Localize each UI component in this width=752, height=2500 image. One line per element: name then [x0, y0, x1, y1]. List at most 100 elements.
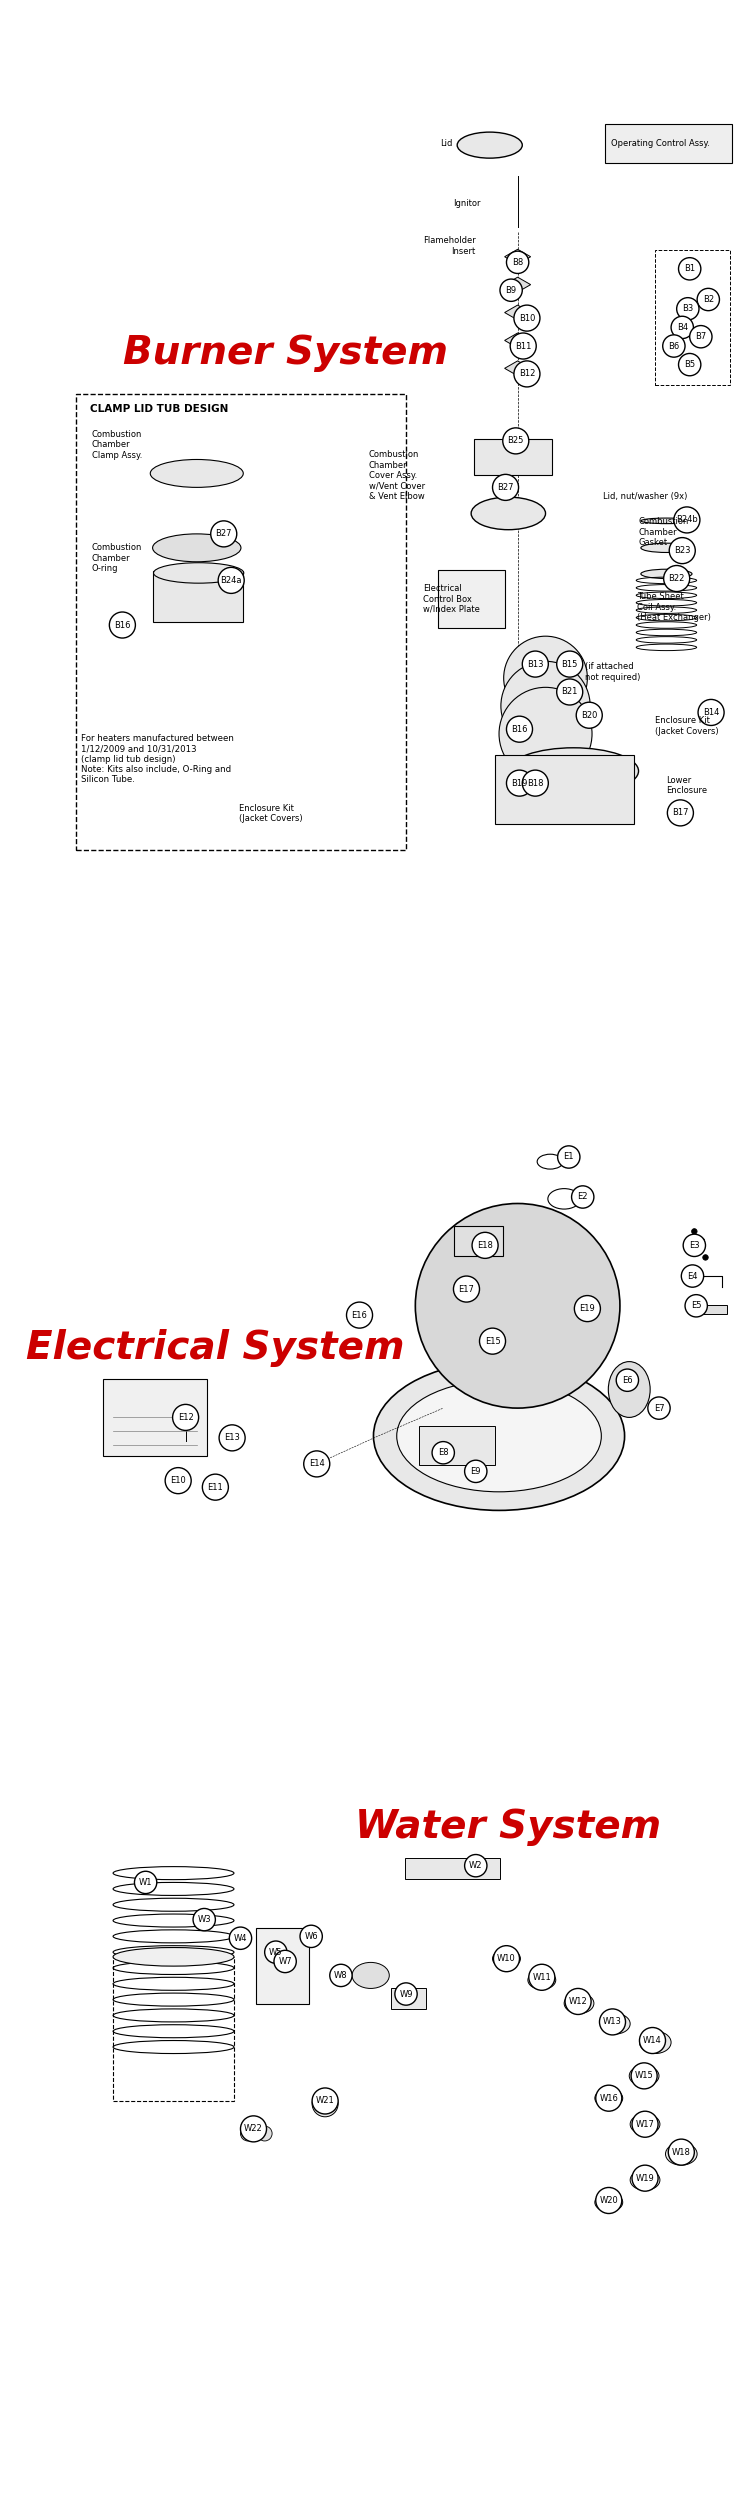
Text: W9: W9: [399, 1990, 413, 1998]
Circle shape: [616, 1370, 638, 1392]
Circle shape: [493, 1945, 520, 1972]
Text: B7: B7: [695, 332, 706, 340]
Circle shape: [465, 1855, 487, 1878]
Circle shape: [681, 1265, 704, 1288]
Text: W14: W14: [643, 2035, 662, 2045]
Ellipse shape: [548, 1188, 581, 1210]
Circle shape: [558, 1145, 580, 1168]
Circle shape: [699, 1238, 705, 1242]
Text: W5: W5: [269, 1948, 283, 1958]
Circle shape: [300, 1925, 323, 1948]
Text: B24a: B24a: [220, 575, 242, 585]
Circle shape: [702, 1255, 708, 1260]
Ellipse shape: [595, 2192, 623, 2212]
Ellipse shape: [113, 1948, 234, 1965]
Polygon shape: [505, 332, 531, 348]
Circle shape: [576, 703, 602, 728]
Text: B27: B27: [216, 530, 232, 538]
Ellipse shape: [641, 570, 692, 578]
Text: Operating Control Assy.: Operating Control Assy.: [611, 138, 709, 148]
Polygon shape: [505, 250, 531, 265]
Circle shape: [690, 325, 712, 348]
Text: CLAMP LID TUB DESIGN: CLAMP LID TUB DESIGN: [89, 402, 228, 412]
Circle shape: [165, 1468, 191, 1492]
Circle shape: [510, 332, 536, 360]
Text: E13: E13: [224, 1432, 240, 1442]
FancyBboxPatch shape: [454, 1225, 503, 1255]
Text: Tube Sheet
Coil Assy.
(Heat Exchanger): Tube Sheet Coil Assy. (Heat Exchanger): [637, 592, 711, 622]
Text: W13: W13: [603, 2018, 622, 2028]
Ellipse shape: [153, 535, 241, 562]
FancyBboxPatch shape: [419, 1425, 496, 1465]
Text: W3: W3: [198, 1915, 211, 1925]
Text: Ignitor: Ignitor: [453, 200, 481, 208]
Text: B16: B16: [114, 620, 131, 630]
Circle shape: [556, 680, 583, 705]
Text: W1: W1: [139, 1878, 153, 1888]
Text: W4: W4: [234, 1932, 247, 1942]
Circle shape: [529, 1965, 555, 1990]
Ellipse shape: [472, 498, 545, 530]
Text: E17: E17: [459, 1285, 475, 1292]
Text: B21: B21: [562, 688, 578, 698]
Text: E18: E18: [478, 1240, 493, 1250]
FancyBboxPatch shape: [391, 1988, 426, 2010]
Circle shape: [596, 2085, 622, 2110]
Text: E11: E11: [208, 1482, 223, 1492]
Text: W10: W10: [497, 1955, 516, 1962]
Text: Combustion
Chamber
O-ring: Combustion Chamber O-ring: [92, 542, 142, 572]
Text: B18: B18: [527, 778, 544, 788]
FancyBboxPatch shape: [405, 1858, 500, 1878]
Text: B15: B15: [562, 660, 578, 668]
Ellipse shape: [666, 2142, 697, 2165]
Ellipse shape: [639, 2030, 671, 2052]
Ellipse shape: [564, 1992, 594, 2012]
Ellipse shape: [374, 1362, 625, 1510]
Text: B19: B19: [511, 778, 528, 788]
Text: E9: E9: [471, 1468, 481, 1475]
Circle shape: [674, 508, 700, 532]
Circle shape: [472, 1232, 498, 1258]
Text: B22: B22: [669, 575, 685, 582]
Text: E4: E4: [687, 1272, 698, 1280]
Circle shape: [632, 2165, 658, 2190]
Circle shape: [663, 335, 685, 357]
FancyBboxPatch shape: [153, 570, 244, 622]
Text: E3: E3: [689, 1240, 699, 1250]
Circle shape: [202, 1475, 229, 1500]
Circle shape: [639, 2028, 666, 2052]
Ellipse shape: [150, 460, 244, 488]
Text: B17: B17: [672, 808, 689, 818]
Circle shape: [596, 2188, 622, 2212]
Text: Flameholder
Insert: Flameholder Insert: [423, 238, 476, 255]
Circle shape: [453, 1275, 480, 1302]
Circle shape: [465, 1460, 487, 1482]
Circle shape: [523, 650, 548, 678]
Text: Combustion
Chamber
Clamp Assy.: Combustion Chamber Clamp Assy.: [92, 430, 142, 460]
Text: W8: W8: [334, 1970, 347, 1980]
Circle shape: [572, 1185, 594, 1208]
Text: W11: W11: [532, 1972, 551, 1982]
Text: B6: B6: [669, 342, 680, 350]
Text: W15: W15: [635, 2072, 653, 2080]
Circle shape: [219, 1425, 245, 1450]
Circle shape: [698, 700, 724, 725]
Circle shape: [671, 318, 693, 338]
Circle shape: [173, 1405, 199, 1430]
Text: E6: E6: [622, 1375, 632, 1385]
Text: Combustion
Chamber
Gasket: Combustion Chamber Gasket: [638, 518, 689, 548]
Ellipse shape: [457, 132, 523, 158]
Ellipse shape: [493, 1950, 520, 1968]
Circle shape: [669, 2140, 694, 2165]
Text: Water System: Water System: [355, 1808, 662, 1845]
Ellipse shape: [352, 1962, 390, 1988]
Circle shape: [193, 1908, 215, 1930]
Text: For heaters manufactured between
1/12/2009 and 10/31/2013
(clamp lid tub design): For heaters manufactured between 1/12/20…: [80, 735, 233, 785]
FancyBboxPatch shape: [438, 570, 505, 628]
Circle shape: [507, 250, 529, 272]
Circle shape: [312, 2090, 338, 2118]
Circle shape: [135, 1872, 156, 1892]
Circle shape: [696, 1248, 701, 1252]
Text: E10: E10: [170, 1475, 186, 1485]
Polygon shape: [505, 360, 531, 375]
